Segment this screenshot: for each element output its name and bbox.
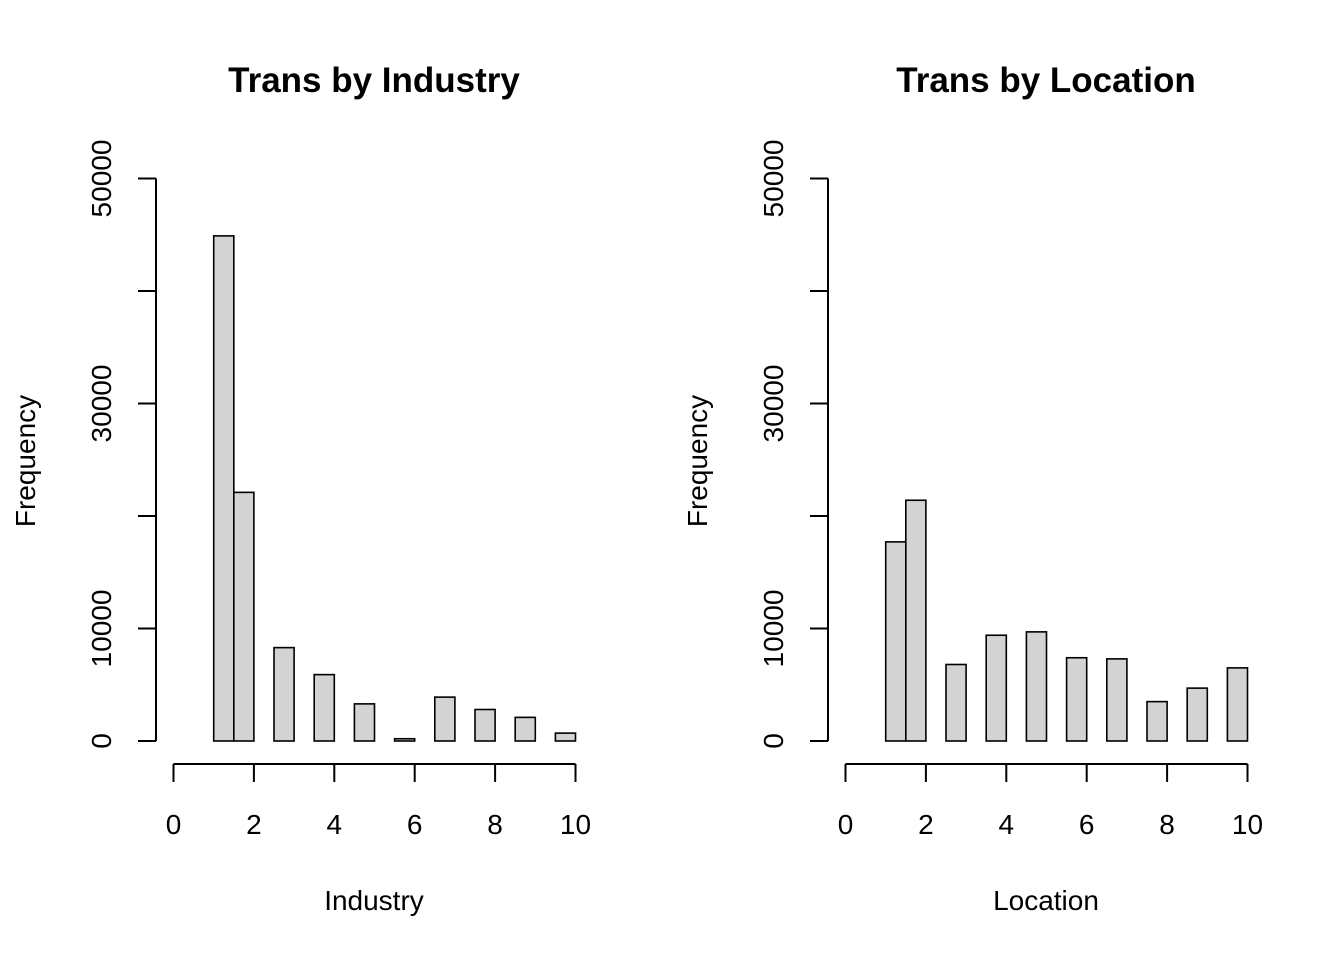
location-histogram-panel: Trans by Location Location Frequency 0 2 4…: [682, 61, 1263, 916]
x-axis-title: Industry: [324, 885, 424, 916]
y-tick-label: 0: [758, 733, 789, 749]
x-tick-label: 10: [1232, 809, 1263, 840]
y-tick-label: 0: [86, 733, 117, 749]
histogram-bar: [945, 663, 967, 742]
histogram-bar: [1065, 656, 1088, 742]
bars: [212, 235, 577, 742]
histogram-bar: [904, 499, 927, 742]
chart-title: Trans by Location: [896, 61, 1196, 100]
y-tick-label: 30000: [758, 365, 789, 443]
histogram-bar: [1226, 667, 1249, 742]
x-tick-label: 8: [1159, 809, 1175, 840]
x-tick-label: 4: [327, 809, 343, 840]
histogram-bar: [313, 673, 336, 742]
histogram-bar: [474, 708, 496, 742]
histogram-bar: [233, 491, 255, 742]
x-tick-label: 10: [560, 809, 591, 840]
x-tick-label: 6: [1079, 809, 1095, 840]
histogram-bar: [884, 541, 907, 742]
x-axis: 0 2 4 6 8 10: [838, 763, 1263, 840]
histogram-bar: [985, 634, 1008, 742]
y-axis-title: Frequency: [10, 395, 41, 527]
y-tick-label: 50000: [758, 140, 789, 218]
bars: [884, 499, 1249, 742]
x-tick-label: 0: [838, 809, 854, 840]
histogram-bar: [1106, 658, 1128, 742]
histogram-bar: [554, 732, 577, 742]
x-tick-label: 4: [999, 809, 1015, 840]
y-tick-label: 30000: [86, 365, 117, 443]
x-tick-label: 8: [487, 809, 503, 840]
y-tick-label: 10000: [758, 590, 789, 668]
histogram-bar: [393, 737, 416, 742]
x-tick-label: 2: [918, 809, 934, 840]
histogram-bar: [514, 716, 537, 742]
histogram-bar: [1146, 700, 1168, 742]
histogram-bar: [353, 703, 376, 742]
y-tick-label: 10000: [86, 590, 117, 668]
histogram-bar: [273, 646, 295, 742]
x-axis-title: Location: [993, 885, 1099, 916]
x-axis: 0 2 4 6 8 10: [166, 763, 591, 840]
chart-title: Trans by Industry: [228, 61, 520, 100]
x-tick-label: 6: [407, 809, 423, 840]
histogram-bar: [1186, 687, 1209, 742]
industry-histogram-panel: Trans by Industry Industry Frequency 0 2 4…: [10, 61, 591, 916]
histogram-bar: [433, 696, 456, 742]
y-axis: 0 10000 30000 50000: [758, 140, 829, 749]
histogram-bar: [1025, 631, 1048, 742]
x-tick-label: 2: [246, 809, 262, 840]
y-axis-title: Frequency: [682, 395, 713, 527]
y-tick-label: 50000: [86, 140, 117, 218]
y-axis: 0 10000 30000 50000: [86, 140, 157, 749]
x-tick-label: 0: [166, 809, 182, 840]
histogram-bar: [212, 235, 235, 742]
